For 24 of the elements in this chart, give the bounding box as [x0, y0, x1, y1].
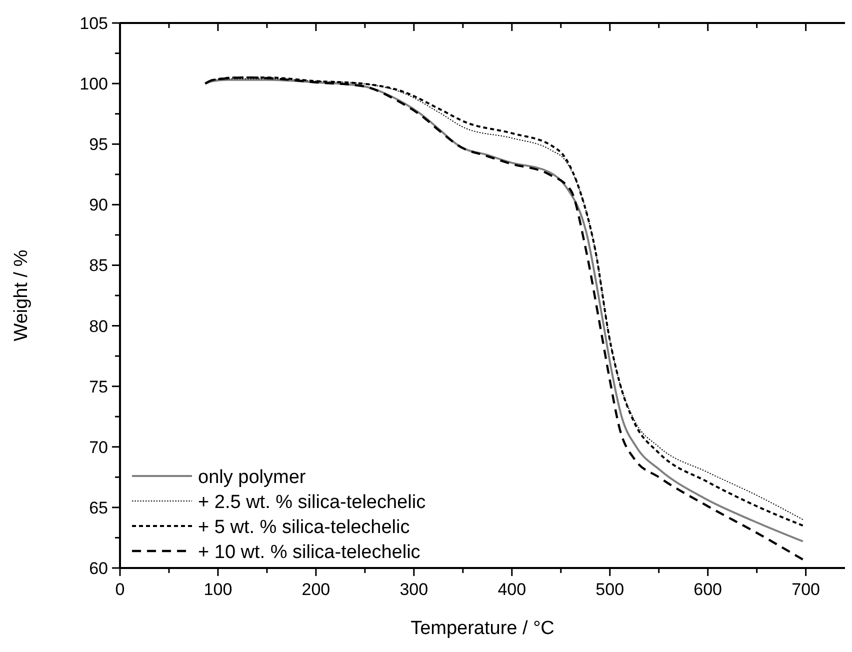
x-tick-label: 700 [792, 580, 820, 599]
x-tick-label: 300 [400, 580, 428, 599]
y-tick-label: 70 [89, 438, 108, 457]
y-tick-label: 75 [89, 377, 108, 396]
y-tick-label: 80 [89, 316, 108, 336]
legend-label: + 5 wt. % silica-telechelic [198, 517, 410, 538]
x-tick-label: 200 [302, 580, 330, 599]
y-tick-label: 90 [89, 196, 108, 215]
legend-label: only polymer [198, 467, 306, 488]
y-tick-label: 85 [89, 256, 108, 276]
legend-label: + 10 wt. % silica-telechelic [198, 542, 420, 563]
y-tick-label: 65 [89, 498, 108, 518]
x-tick-label: 400 [498, 580, 526, 599]
y-axis-title: Weight / % [11, 250, 32, 342]
x-tick-label: 600 [694, 580, 722, 599]
y-tick-label: 105 [80, 14, 108, 33]
x-tick-label: 0 [115, 580, 125, 599]
x-axis-title: Temperature / °C [410, 618, 554, 639]
y-tick-label: 100 [80, 74, 108, 94]
x-tick-label: 100 [204, 580, 232, 599]
y-tick-label: 60 [89, 559, 108, 578]
y-tick-label: 95 [89, 135, 108, 154]
legend-label: + 2.5 wt. % silica-telechelic [198, 492, 426, 513]
x-tick-label: 500 [596, 580, 624, 599]
